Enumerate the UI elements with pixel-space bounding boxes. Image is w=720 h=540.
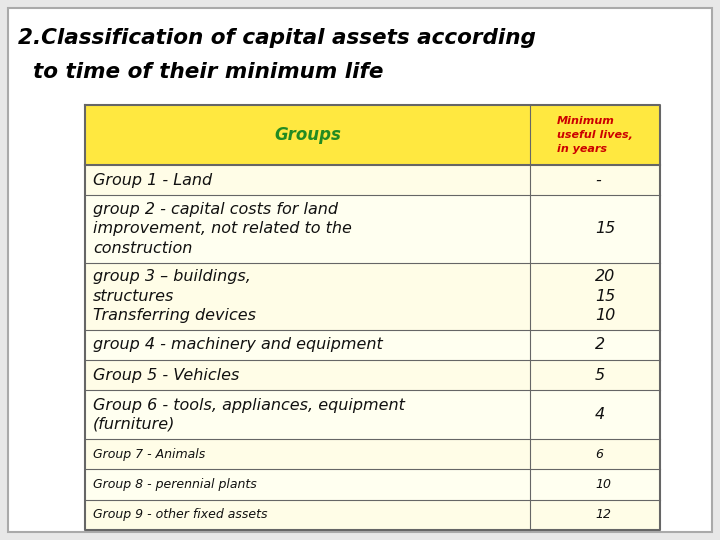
Text: -: - (595, 173, 600, 187)
Text: Group 8 - perennial plants: Group 8 - perennial plants (93, 478, 257, 491)
Text: 4: 4 (595, 407, 605, 422)
Bar (85, 390, 660, 439)
Text: 2.Classification of capital assets according: 2.Classification of capital assets accor… (18, 28, 536, 48)
Bar (85, 262, 660, 330)
Text: 12: 12 (595, 508, 611, 521)
Text: 10: 10 (595, 478, 611, 491)
Text: Group 1 - Land: Group 1 - Land (93, 173, 212, 187)
Text: Groups: Groups (274, 126, 341, 144)
Text: 6: 6 (595, 448, 603, 461)
Bar (85, 165, 660, 195)
Text: Group 7 - Animals: Group 7 - Animals (93, 448, 205, 461)
Bar (85, 195, 660, 262)
Bar (85, 360, 660, 390)
Bar (85, 330, 660, 360)
Text: group 3 – buildings,
structures
Transferring devices: group 3 – buildings, structures Transfer… (93, 269, 256, 323)
Text: 5: 5 (595, 368, 605, 383)
Bar (85, 500, 660, 530)
Text: Minimum
useful lives,
in years: Minimum useful lives, in years (557, 116, 633, 154)
Text: to time of their minimum life: to time of their minimum life (18, 62, 384, 82)
Text: 20
15
10: 20 15 10 (595, 269, 616, 323)
Text: 15: 15 (595, 221, 616, 237)
Text: group 2 - capital costs for land
improvement, not related to the
construction: group 2 - capital costs for land improve… (93, 202, 352, 255)
Text: Group 6 - tools, appliances, equipment
(furniture): Group 6 - tools, appliances, equipment (… (93, 397, 405, 432)
Text: Group 5 - Vehicles: Group 5 - Vehicles (93, 368, 239, 383)
Text: group 4 - machinery and equipment: group 4 - machinery and equipment (93, 338, 383, 353)
Bar (85, 105, 660, 165)
Bar (85, 439, 660, 469)
Bar (85, 469, 660, 500)
Text: 2: 2 (595, 338, 605, 353)
Text: Group 9 - other fixed assets: Group 9 - other fixed assets (93, 508, 268, 521)
